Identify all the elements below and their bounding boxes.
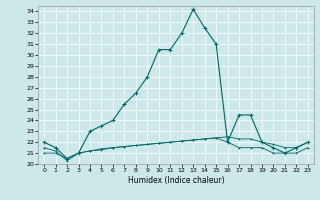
X-axis label: Humidex (Indice chaleur): Humidex (Indice chaleur) — [128, 176, 224, 185]
